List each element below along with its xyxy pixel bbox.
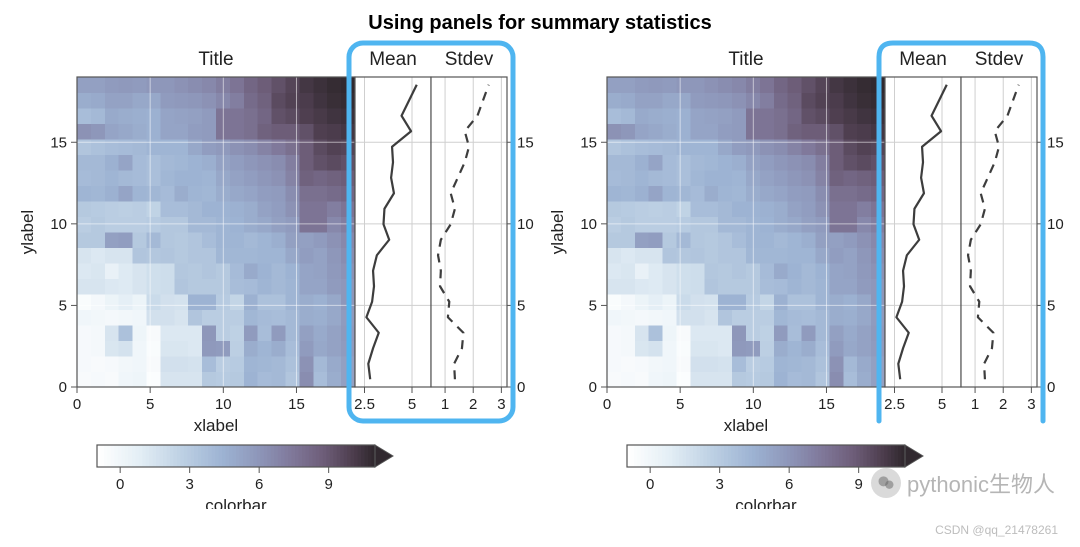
- watermark-text: pythonic生物人: [907, 467, 1055, 499]
- subplot-left-svg: TitleMeanStdev051015051015xlabelylabel2.…: [15, 39, 535, 509]
- svg-text:5: 5: [59, 297, 67, 314]
- svg-text:10: 10: [50, 216, 67, 233]
- svg-text:3: 3: [1027, 396, 1035, 413]
- subplot-left: TitleMeanStdev051015051015xlabelylabel2.…: [15, 39, 535, 514]
- svg-text:xlabel: xlabel: [194, 416, 238, 435]
- svg-text:5: 5: [517, 297, 525, 314]
- svg-text:0: 0: [116, 476, 124, 493]
- svg-text:1: 1: [441, 396, 449, 413]
- svg-text:5: 5: [146, 396, 154, 413]
- svg-text:2.5: 2.5: [884, 396, 905, 413]
- svg-text:9: 9: [854, 476, 862, 493]
- svg-text:10: 10: [517, 216, 534, 233]
- svg-text:0: 0: [603, 396, 611, 413]
- svg-text:5: 5: [938, 396, 946, 413]
- svg-text:6: 6: [255, 476, 263, 493]
- svg-text:2: 2: [469, 396, 477, 413]
- svg-text:5: 5: [676, 396, 684, 413]
- svg-text:15: 15: [288, 396, 305, 413]
- svg-text:Title: Title: [728, 49, 763, 70]
- figure-suptitle: Using panels for summary statistics: [0, 0, 1080, 39]
- svg-text:10: 10: [215, 396, 232, 413]
- svg-text:ylabel: ylabel: [18, 210, 37, 254]
- svg-text:ylabel: ylabel: [548, 210, 567, 254]
- svg-text:15: 15: [1047, 134, 1064, 151]
- svg-text:0: 0: [517, 379, 525, 396]
- svg-text:Title: Title: [198, 49, 233, 70]
- svg-text:9: 9: [324, 476, 332, 493]
- svg-text:15: 15: [580, 134, 597, 151]
- svg-text:5: 5: [1047, 297, 1055, 314]
- svg-text:5: 5: [408, 396, 416, 413]
- svg-text:6: 6: [785, 476, 793, 493]
- svg-text:3: 3: [185, 476, 193, 493]
- svg-text:2: 2: [999, 396, 1007, 413]
- svg-text:10: 10: [580, 216, 597, 233]
- subplot-right: TitleMeanStdev051015051015xlabelylabel2.…: [545, 39, 1065, 514]
- svg-text:0: 0: [59, 379, 67, 396]
- svg-text:Stdev: Stdev: [975, 49, 1024, 70]
- svg-text:0: 0: [646, 476, 654, 493]
- figure-row: TitleMeanStdev051015051015xlabelylabel2.…: [0, 39, 1080, 514]
- svg-text:15: 15: [517, 134, 534, 151]
- svg-text:xlabel: xlabel: [724, 416, 768, 435]
- svg-text:3: 3: [715, 476, 723, 493]
- svg-text:Mean: Mean: [899, 49, 947, 70]
- svg-text:0: 0: [589, 379, 597, 396]
- svg-text:colorbar: colorbar: [735, 496, 797, 509]
- svg-text:Mean: Mean: [369, 49, 417, 70]
- svg-text:5: 5: [589, 297, 597, 314]
- svg-text:colorbar: colorbar: [205, 496, 267, 509]
- svg-text:15: 15: [818, 396, 835, 413]
- svg-text:Stdev: Stdev: [445, 49, 494, 70]
- svg-text:1: 1: [971, 396, 979, 413]
- csdn-attribution: CSDN @qq_21478261: [935, 523, 1058, 537]
- svg-text:0: 0: [1047, 379, 1055, 396]
- svg-text:2.5: 2.5: [354, 396, 375, 413]
- svg-text:3: 3: [497, 396, 505, 413]
- subplot-right-svg: TitleMeanStdev051015051015xlabelylabel2.…: [545, 39, 1065, 509]
- svg-text:15: 15: [50, 134, 67, 151]
- svg-text:10: 10: [745, 396, 762, 413]
- watermark: pythonic生物人: [871, 467, 1055, 499]
- svg-text:10: 10: [1047, 216, 1064, 233]
- wechat-icon: [871, 468, 901, 498]
- svg-text:0: 0: [73, 396, 81, 413]
